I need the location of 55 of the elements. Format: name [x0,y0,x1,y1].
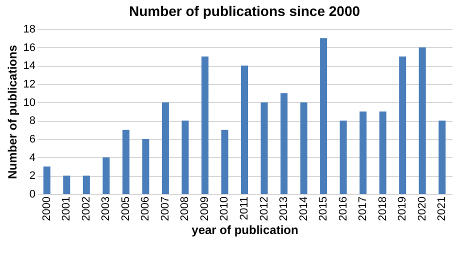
x-tick-label: 2007 [159,196,172,221]
bar [142,139,150,194]
x-tick-label: 2017 [357,196,370,221]
x-axis-title: year of publication [192,222,298,237]
bar [320,38,328,194]
bar [379,112,386,194]
bar [162,102,169,194]
bar [438,120,446,194]
x-tick-label: 2008 [179,196,192,221]
y-tick-label: 18 [23,24,36,36]
x-tick-label: 2003 [100,196,112,221]
x-tick-label: 2006 [140,196,152,221]
bar [102,157,110,194]
x-tick-label: 2015 [318,196,330,221]
y-tick-label: 6 [29,134,36,146]
x-tick-label: 2002 [80,196,92,221]
x-tick-label: 2014 [298,196,310,221]
bar [241,66,248,194]
x-tick-label: 2000 [40,196,53,221]
y-tick-label: 12 [23,78,36,90]
bar [122,130,130,194]
bar [340,120,347,194]
x-tick-label: 2011 [238,196,250,220]
bar [300,102,308,194]
y-tick-label: 2 [29,170,36,182]
y-axis-title: Number of publications [5,44,20,180]
x-tick-label: 2016 [337,196,350,221]
y-tick-label: 4 [29,152,36,164]
x-tick-label: 2012 [258,196,270,221]
bar [63,176,70,194]
bar [280,93,288,194]
chart-title: Number of publications since 2000 [128,3,360,19]
y-tick-label: 10 [23,96,36,109]
x-tick-label: 2010 [218,196,231,221]
x-tick-label: 2013 [278,196,290,221]
x-tick-label: 2020 [416,196,428,221]
x-tick-label: 2021 [436,196,448,221]
y-tick-label: 8 [29,115,36,128]
bar [182,120,189,194]
bar [43,166,50,194]
x-tick-label: 2005 [120,196,132,221]
y-tick-label: 0 [29,188,36,200]
x-tick-label: 2019 [396,196,409,221]
bar [418,47,426,194]
bar [260,102,268,194]
x-tick-label: 2009 [198,196,211,221]
y-tick-label: 16 [23,42,36,54]
bar [82,176,90,194]
bar [201,56,208,194]
x-tick-label: 2001 [60,196,73,221]
bar [360,112,367,194]
x-tick-label: 2018 [376,196,389,221]
bar [221,130,228,194]
bar [399,56,406,194]
y-tick-label: 14 [23,60,36,72]
